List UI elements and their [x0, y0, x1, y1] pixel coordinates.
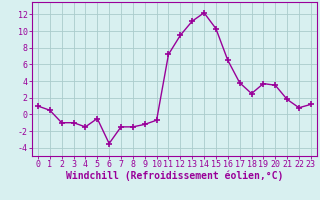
X-axis label: Windchill (Refroidissement éolien,°C): Windchill (Refroidissement éolien,°C) — [66, 171, 283, 181]
